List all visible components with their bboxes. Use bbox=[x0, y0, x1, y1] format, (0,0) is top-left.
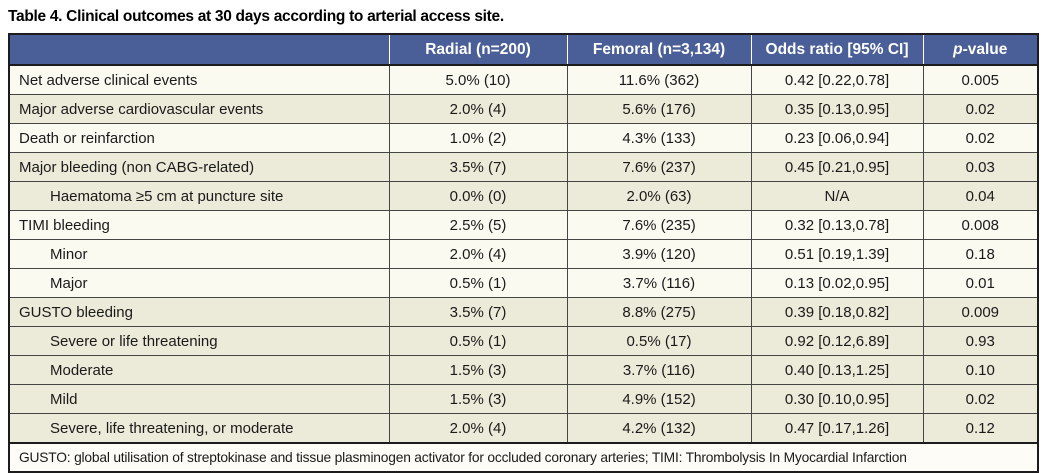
radial-value: 2.0% (4) bbox=[388, 239, 567, 269]
header-odds-ratio: Odds ratio [95% CI] bbox=[750, 34, 923, 66]
radial-value: 0.5% (1) bbox=[388, 326, 567, 356]
header-p-italic: p bbox=[953, 40, 963, 58]
p-value-cell: 0.008 bbox=[922, 210, 1038, 240]
p-value-cell: 0.12 bbox=[922, 413, 1038, 444]
odds-ratio-value: 0.92 [0.12,6.89] bbox=[750, 326, 923, 356]
row-label: Death or reinfarction bbox=[9, 123, 389, 153]
table-body: Net adverse clinical events 5.0% (10) 11… bbox=[9, 65, 1038, 444]
p-value-cell: 0.04 bbox=[922, 181, 1038, 211]
table-row: Major bleeding (non CABG-related) 3.5% (… bbox=[9, 152, 1038, 182]
femoral-value: 0.5% (17) bbox=[566, 326, 751, 356]
row-label: Mild bbox=[9, 384, 389, 414]
table-row: GUSTO bleeding 3.5% (7) 8.8% (275) 0.39 … bbox=[9, 297, 1038, 327]
p-value-cell: 0.18 bbox=[922, 239, 1038, 269]
radial-value: 0.5% (1) bbox=[388, 268, 567, 298]
radial-value: 1.5% (3) bbox=[388, 384, 567, 414]
odds-ratio-value: 0.42 [0.22,0.78] bbox=[750, 65, 923, 95]
femoral-value: 7.6% (237) bbox=[566, 152, 751, 182]
table-row: TIMI bleeding 2.5% (5) 7.6% (235) 0.32 [… bbox=[9, 210, 1038, 240]
p-value-cell: 0.01 bbox=[922, 268, 1038, 298]
row-label: Major bbox=[9, 268, 389, 298]
table-row: Major 0.5% (1) 3.7% (116) 0.13 [0.02,0.9… bbox=[9, 268, 1038, 298]
radial-value: 2.0% (4) bbox=[388, 413, 567, 444]
radial-value: 2.0% (4) bbox=[388, 94, 567, 124]
header-femoral: Femoral (n=3,134) bbox=[566, 34, 751, 66]
row-label: Haematoma ≥5 cm at puncture site bbox=[9, 181, 389, 211]
femoral-value: 4.3% (133) bbox=[566, 123, 751, 153]
femoral-value: 7.6% (235) bbox=[566, 210, 751, 240]
femoral-value: 5.6% (176) bbox=[566, 94, 751, 124]
odds-ratio-value: 0.32 [0.13,0.78] bbox=[750, 210, 923, 240]
header-outcome bbox=[9, 34, 389, 66]
femoral-value: 4.9% (152) bbox=[566, 384, 751, 414]
femoral-value: 2.0% (63) bbox=[566, 181, 751, 211]
odds-ratio-value: N/A bbox=[750, 181, 923, 211]
footnote-row: GUSTO: global utilisation of streptokina… bbox=[9, 442, 1038, 472]
header-row: Radial (n=200) Femoral (n=3,134) Odds ra… bbox=[9, 34, 1038, 66]
femoral-value: 4.2% (132) bbox=[566, 413, 751, 444]
femoral-value: 3.7% (116) bbox=[566, 355, 751, 385]
radial-value: 3.5% (7) bbox=[388, 152, 567, 182]
row-label: Severe or life threatening bbox=[9, 326, 389, 356]
radial-value: 5.0% (10) bbox=[388, 65, 567, 95]
table-row: Major adverse cardiovascular events 2.0%… bbox=[9, 94, 1038, 124]
odds-ratio-value: 0.51 [0.19,1.39] bbox=[750, 239, 923, 269]
p-value-cell: 0.009 bbox=[922, 297, 1038, 327]
header-p-value: p-value bbox=[922, 34, 1038, 66]
header-radial: Radial (n=200) bbox=[388, 34, 567, 66]
row-label: Major bleeding (non CABG-related) bbox=[9, 152, 389, 182]
radial-value: 3.5% (7) bbox=[388, 297, 567, 327]
femoral-value: 3.9% (120) bbox=[566, 239, 751, 269]
row-label: TIMI bleeding bbox=[9, 210, 389, 240]
p-value-cell: 0.005 bbox=[922, 65, 1038, 95]
femoral-value: 3.7% (116) bbox=[566, 268, 751, 298]
odds-ratio-value: 0.23 [0.06,0.94] bbox=[750, 123, 923, 153]
p-value-cell: 0.02 bbox=[922, 94, 1038, 124]
femoral-value: 8.8% (275) bbox=[566, 297, 751, 327]
p-value-cell: 0.03 bbox=[922, 152, 1038, 182]
odds-ratio-value: 0.13 [0.02,0.95] bbox=[750, 268, 923, 298]
row-label: Net adverse clinical events bbox=[9, 65, 389, 95]
radial-value: 0.0% (0) bbox=[388, 181, 567, 211]
row-label: Minor bbox=[9, 239, 389, 269]
clinical-outcomes-table: Radial (n=200) Femoral (n=3,134) Odds ra… bbox=[8, 33, 1039, 473]
table-row: Minor 2.0% (4) 3.9% (120) 0.51 [0.19,1.3… bbox=[9, 239, 1038, 269]
p-value-cell: 0.10 bbox=[922, 355, 1038, 385]
row-label: Major adverse cardiovascular events bbox=[9, 94, 389, 124]
odds-ratio-value: 0.40 [0.13,1.25] bbox=[750, 355, 923, 385]
odds-ratio-value: 0.30 [0.10,0.95] bbox=[750, 384, 923, 414]
table-row: Net adverse clinical events 5.0% (10) 11… bbox=[9, 65, 1038, 95]
p-value-cell: 0.02 bbox=[922, 123, 1038, 153]
radial-value: 1.5% (3) bbox=[388, 355, 567, 385]
odds-ratio-value: 0.35 [0.13,0.95] bbox=[750, 94, 923, 124]
row-label: Severe, life threatening, or moderate bbox=[9, 413, 389, 444]
table-row: Death or reinfarction 1.0% (2) 4.3% (133… bbox=[9, 123, 1038, 153]
table-row: Severe or life threatening 0.5% (1) 0.5%… bbox=[9, 326, 1038, 356]
radial-value: 2.5% (5) bbox=[388, 210, 567, 240]
odds-ratio-value: 0.39 [0.18,0.82] bbox=[750, 297, 923, 327]
odds-ratio-value: 0.47 [0.17,1.26] bbox=[750, 413, 923, 444]
table-row: Haematoma ≥5 cm at puncture site 0.0% (0… bbox=[9, 181, 1038, 211]
odds-ratio-value: 0.45 [0.21,0.95] bbox=[750, 152, 923, 182]
table-row: Moderate 1.5% (3) 3.7% (116) 0.40 [0.13,… bbox=[9, 355, 1038, 385]
table-row: Severe, life threatening, or moderate 2.… bbox=[9, 413, 1038, 444]
radial-value: 1.0% (2) bbox=[388, 123, 567, 153]
row-label: GUSTO bleeding bbox=[9, 297, 389, 327]
table-header: Radial (n=200) Femoral (n=3,134) Odds ra… bbox=[9, 34, 1038, 66]
row-label: Moderate bbox=[9, 355, 389, 385]
table-caption: Table 4. Clinical outcomes at 30 days ac… bbox=[8, 8, 504, 25]
table-row: Mild 1.5% (3) 4.9% (152) 0.30 [0.10,0.95… bbox=[9, 384, 1038, 414]
p-value-cell: 0.02 bbox=[922, 384, 1038, 414]
femoral-value: 11.6% (362) bbox=[566, 65, 751, 95]
table-footer: GUSTO: global utilisation of streptokina… bbox=[9, 442, 1038, 472]
footnote-text: GUSTO: global utilisation of streptokina… bbox=[9, 442, 1038, 472]
p-value-cell: 0.93 bbox=[922, 326, 1038, 356]
header-p-rest: -value bbox=[962, 40, 1008, 58]
